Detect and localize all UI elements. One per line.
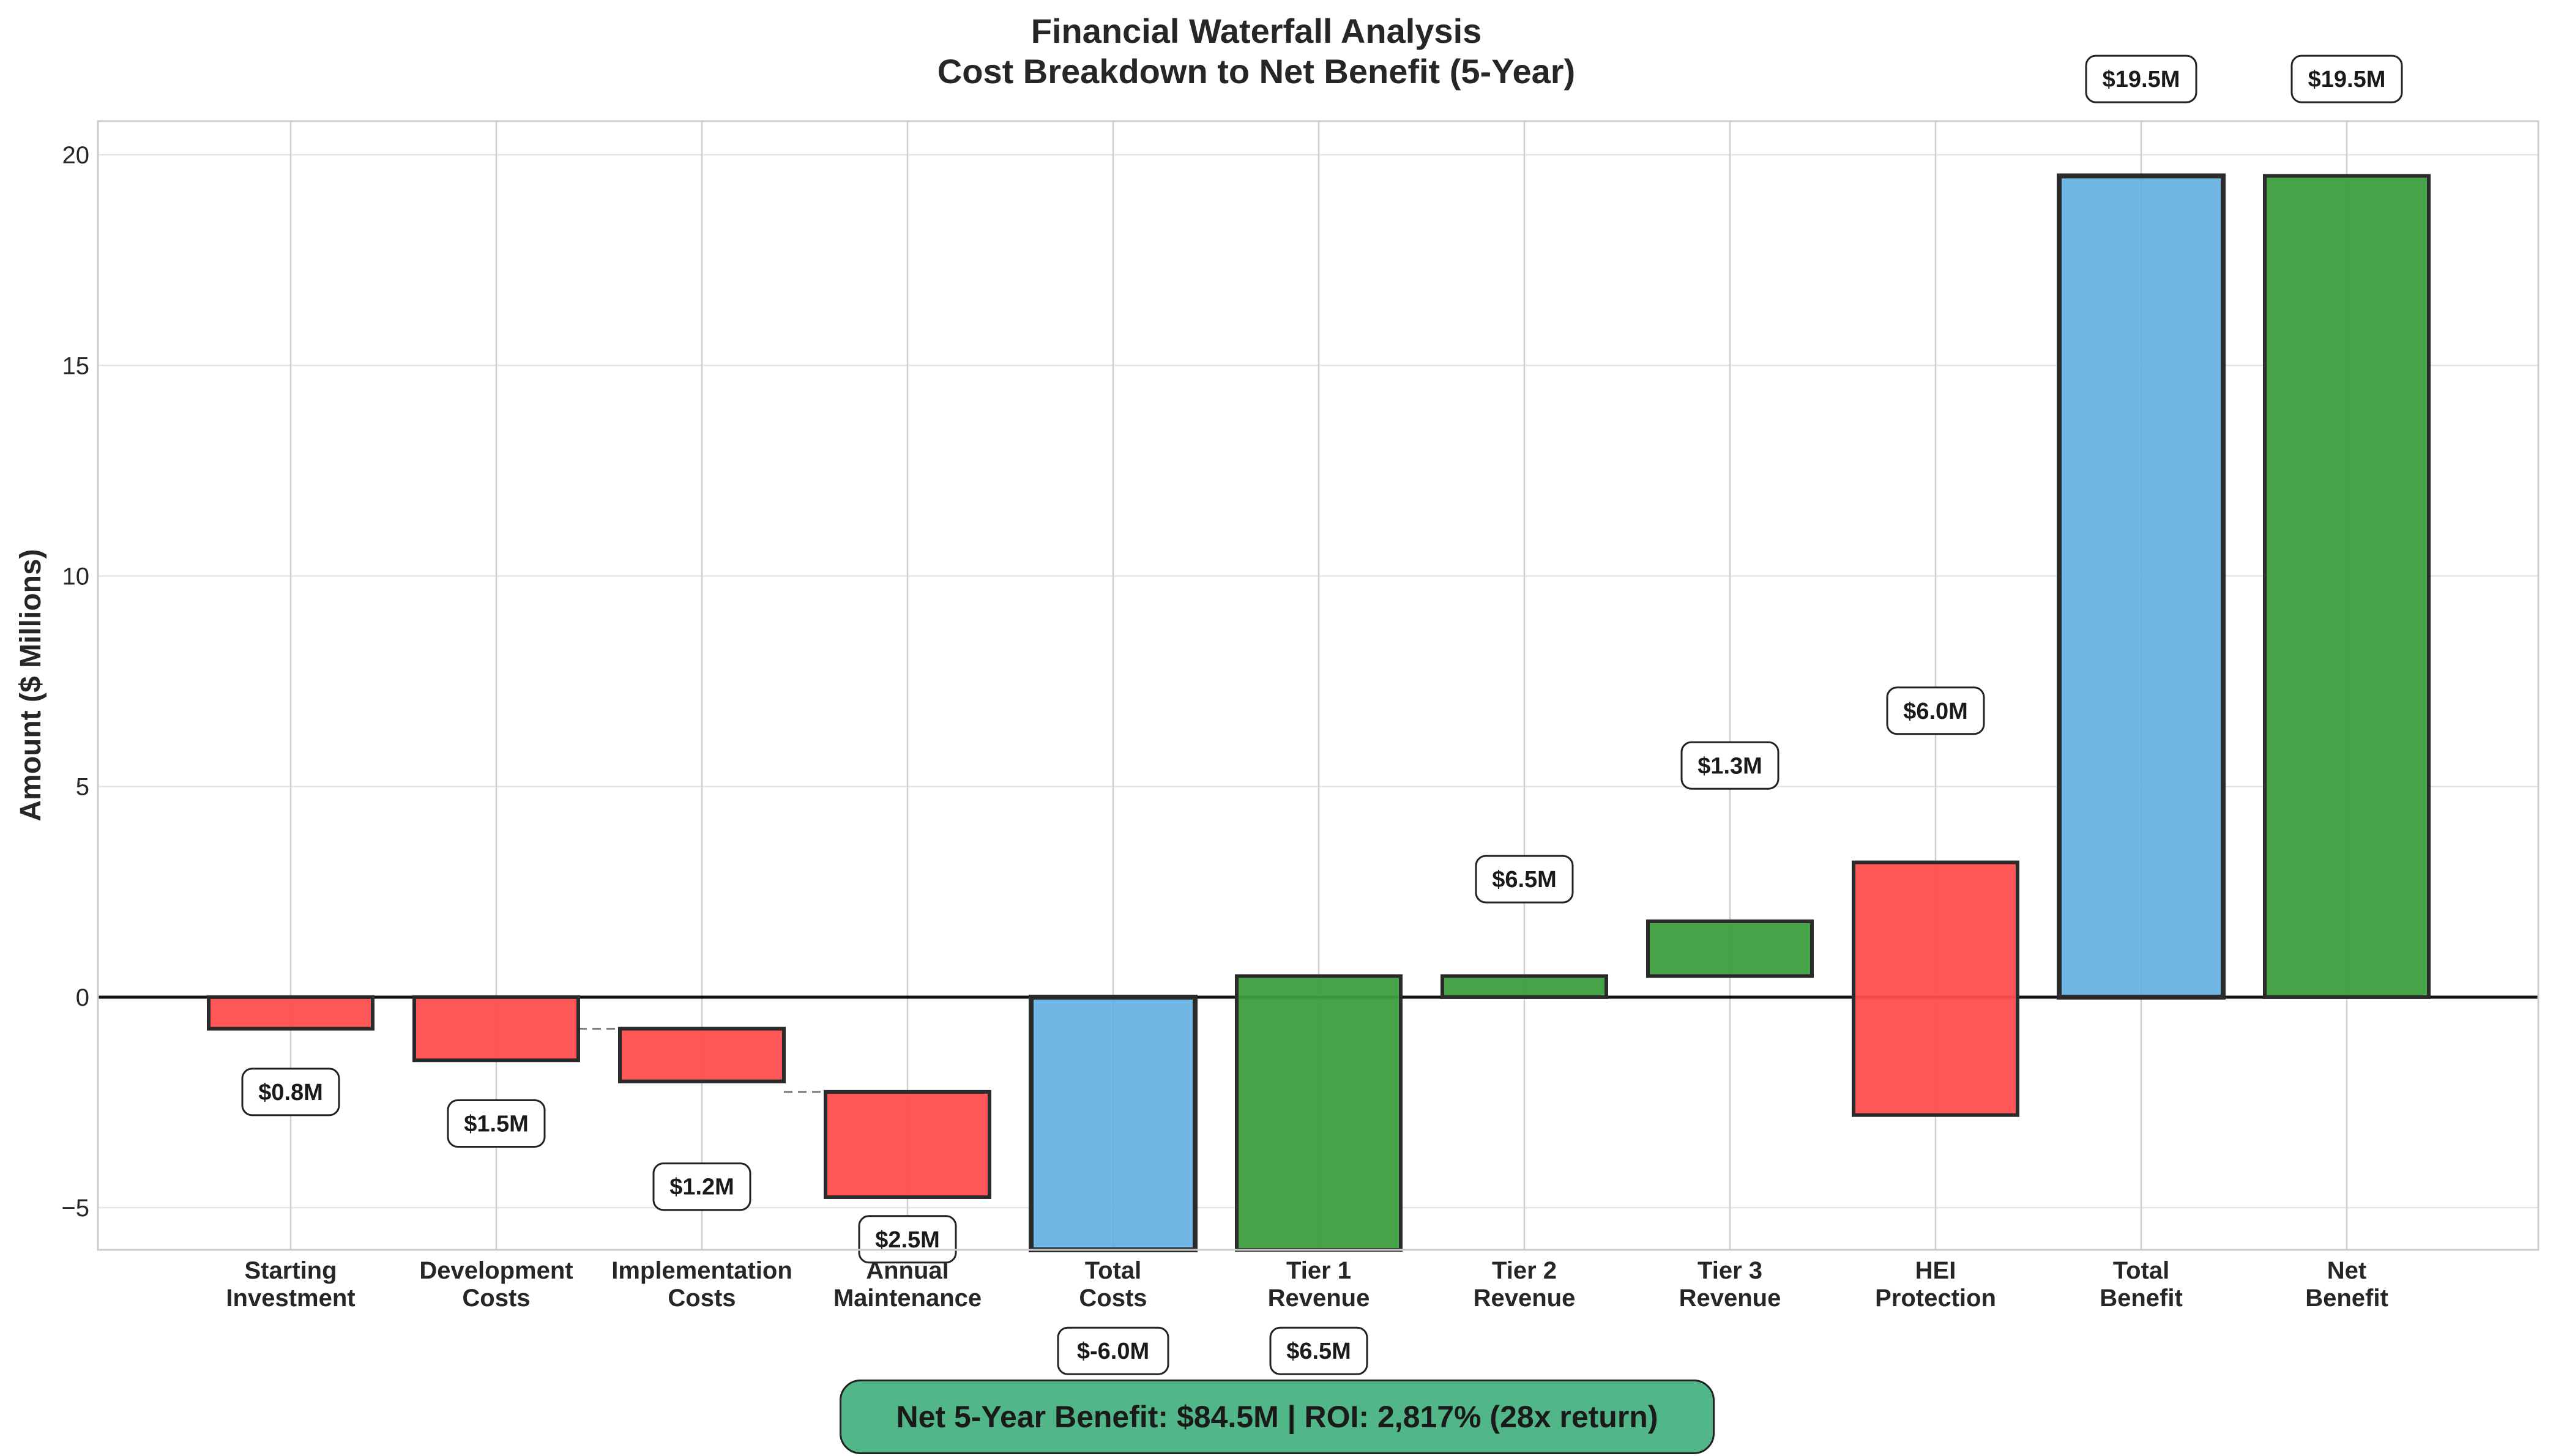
bar-7 [1646, 919, 1814, 978]
data-label: $6.5M [1475, 855, 1574, 904]
x-tick-label: Implementation [611, 1257, 792, 1284]
x-tick-label: Net [2327, 1257, 2366, 1284]
data-label: $-6.0M [1057, 1326, 1169, 1375]
bar-4 [1029, 994, 1198, 1252]
bar-1 [412, 995, 580, 1063]
y-tick-label: 5 [76, 774, 89, 801]
bar-0 [207, 995, 375, 1031]
y-tick-label: −5 [61, 1195, 89, 1222]
data-label: $1.5M [447, 1099, 546, 1148]
x-tick-label: Investment [226, 1285, 355, 1312]
bar-5 [1235, 974, 1403, 1252]
x-tick-label: Costs [668, 1285, 736, 1312]
data-label: $1.3M [1680, 741, 1780, 790]
data-label-text: $1.2M [669, 1175, 734, 1200]
plot-frame [97, 120, 2540, 1251]
x-tick-label: Benefit [2305, 1285, 2388, 1312]
data-label: $2.5M [858, 1215, 957, 1264]
data-label: $6.0M [1886, 686, 1985, 735]
data-label-box [858, 1215, 957, 1264]
data-label-box [1057, 1326, 1169, 1375]
data-label-box [2290, 54, 2403, 103]
data-label: $1.2M [652, 1162, 751, 1211]
data-labels: $0.8M $1.5M $1.2M $2.5M $-6.0M $6.5M $6.5M $1.3… [241, 54, 2403, 1375]
x-tick-label: HEI [1915, 1257, 1956, 1284]
data-label-text: $19.5M [2308, 67, 2386, 92]
x-tick-label: Starting [244, 1257, 337, 1284]
data-label-text: $6.5M [1492, 867, 1557, 893]
x-tick-label: Tier 2 [1492, 1257, 1557, 1284]
x-tick-label: Costs [462, 1285, 530, 1312]
x-tick-label: Benefit [2100, 1285, 2183, 1312]
data-label-text: $1.3M [1698, 753, 1762, 779]
data-label-box [241, 1068, 340, 1116]
data-label-box [1269, 1326, 1368, 1375]
x-tick-label: Revenue [1268, 1285, 1370, 1312]
data-label-box [1680, 741, 1780, 790]
bars [207, 173, 2431, 1252]
y-axis-label: Amount ($ Millions) [15, 549, 47, 821]
data-label-box [2085, 54, 2197, 103]
chart-subtitle: Cost Breakdown to Net Benefit (5-Year) [937, 52, 1575, 91]
summary-annotation: Net 5-Year Benefit: $84.5M | ROI: 2,817%… [840, 1380, 1715, 1454]
x-tick-label: Total [2113, 1257, 2170, 1284]
x-tick-label: Total [1085, 1257, 1142, 1284]
x-tick-label: Costs [1079, 1285, 1147, 1312]
x-tick-label: Revenue [1474, 1285, 1576, 1312]
connectors [578, 1028, 826, 1093]
y-tick-label: 0 [76, 984, 89, 1011]
x-axis-ticks: StartingInvestmentDevelopmentCostsImplem… [226, 1257, 2388, 1312]
bar-6 [1440, 974, 1608, 999]
bar-9 [2057, 173, 2226, 1000]
data-label-text: $-6.0M [1077, 1339, 1149, 1364]
y-tick-label: 10 [62, 563, 90, 590]
data-label: $19.5M [2290, 54, 2403, 103]
bar-10 [2263, 174, 2431, 999]
data-label-text: $1.5M [464, 1111, 529, 1137]
data-label: $19.5M [2085, 54, 2197, 103]
x-tick-label: Development [419, 1257, 573, 1284]
data-label-text: $19.5M [2103, 67, 2180, 92]
data-label: $6.5M [1269, 1326, 1368, 1375]
y-tick-label: 20 [62, 142, 90, 169]
data-label-box [1475, 855, 1574, 904]
data-label: $0.8M [241, 1068, 340, 1116]
bar-2 [618, 1027, 786, 1083]
data-label-text: $6.0M [1903, 699, 1968, 724]
data-label-box [1886, 686, 1985, 735]
x-tick-label: Protection [1875, 1285, 1996, 1312]
bar-8 [1852, 860, 2019, 1117]
y-tick-label: 15 [62, 352, 90, 379]
x-tick-label: Maintenance [833, 1285, 982, 1312]
x-tick-label: Tier 3 [1698, 1257, 1762, 1284]
data-label-box [652, 1162, 751, 1211]
chart-title: Financial Waterfall Analysis [1031, 12, 1482, 50]
data-label-text: $0.8M [258, 1080, 323, 1105]
data-label-text: $2.5M [875, 1227, 940, 1253]
data-label-text: $6.5M [1286, 1339, 1351, 1364]
grid [98, 121, 2538, 1250]
y-axis-ticks: −5 0 5 10 15 20 [61, 142, 89, 1222]
data-label-box [447, 1099, 546, 1148]
bar-3 [824, 1090, 991, 1199]
x-tick-label: Tier 1 [1286, 1257, 1351, 1284]
x-tick-label: Revenue [1679, 1285, 1781, 1312]
